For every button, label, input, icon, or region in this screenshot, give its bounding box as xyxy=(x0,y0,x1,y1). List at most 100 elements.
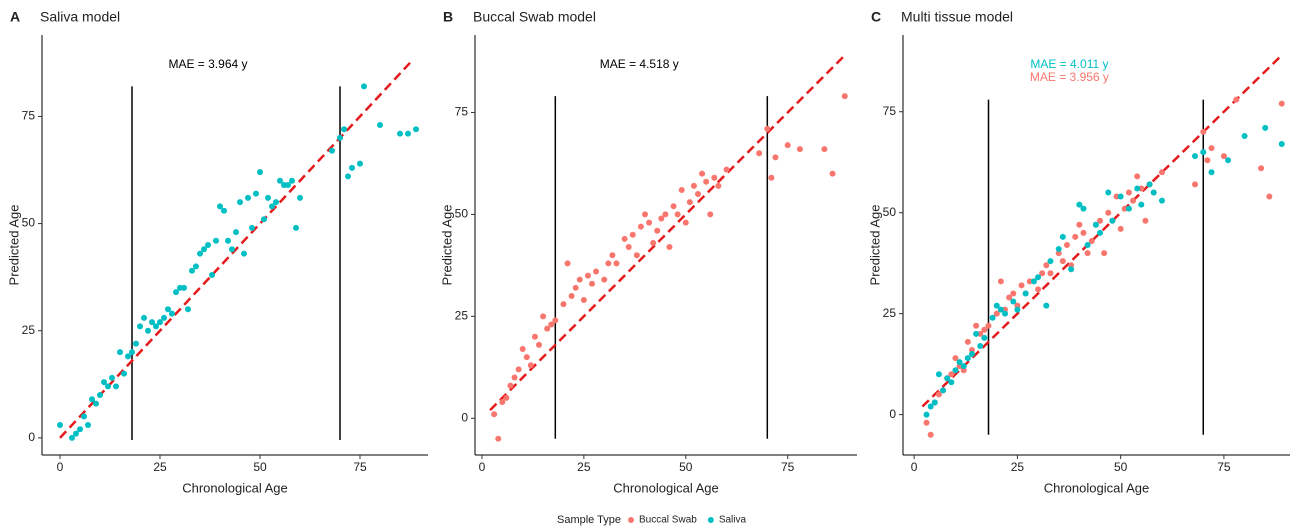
y-tick-label: 75 xyxy=(455,105,469,119)
point xyxy=(1113,193,1120,200)
point xyxy=(940,387,947,394)
point xyxy=(1043,262,1050,269)
point xyxy=(695,191,702,198)
y-tick-label: 25 xyxy=(883,306,897,320)
point xyxy=(217,203,223,210)
point xyxy=(193,263,199,270)
point xyxy=(81,413,87,420)
point xyxy=(1068,266,1075,273)
point xyxy=(1220,153,1227,160)
x-tick-label: 0 xyxy=(911,460,918,474)
point xyxy=(625,244,632,251)
point xyxy=(1105,189,1112,196)
point xyxy=(662,211,669,218)
point xyxy=(229,246,235,253)
point xyxy=(241,250,247,257)
point xyxy=(507,382,514,389)
point xyxy=(85,422,91,428)
point xyxy=(221,207,227,214)
point xyxy=(145,327,151,334)
point xyxy=(670,203,677,210)
point xyxy=(552,317,559,324)
point xyxy=(1125,205,1132,212)
point xyxy=(345,173,351,180)
panel-letter: B xyxy=(443,9,453,25)
point xyxy=(197,250,203,257)
point xyxy=(109,374,115,381)
identity-line xyxy=(489,54,846,412)
x-tick-label: 75 xyxy=(781,460,795,474)
point xyxy=(637,223,644,230)
point xyxy=(564,260,571,267)
y-tick-label: 50 xyxy=(883,205,897,219)
point xyxy=(764,125,771,132)
point xyxy=(572,284,579,291)
point xyxy=(756,150,763,157)
point xyxy=(157,319,163,326)
point xyxy=(931,399,938,406)
point xyxy=(125,353,131,360)
point xyxy=(337,134,343,141)
point xyxy=(149,319,155,326)
point xyxy=(923,411,930,418)
point xyxy=(593,268,600,275)
point xyxy=(1080,205,1087,212)
point xyxy=(1134,185,1141,192)
point xyxy=(580,297,587,304)
point xyxy=(97,392,103,398)
panel-title: Saliva model xyxy=(40,9,120,25)
point xyxy=(784,142,791,149)
point xyxy=(548,321,555,328)
point xyxy=(397,130,403,137)
point xyxy=(527,362,534,369)
point xyxy=(105,383,111,390)
point xyxy=(621,235,628,242)
point xyxy=(686,199,693,206)
point xyxy=(841,93,848,100)
point xyxy=(584,272,591,279)
point xyxy=(1014,306,1021,313)
point xyxy=(1006,294,1013,301)
point xyxy=(1146,181,1153,188)
point xyxy=(185,306,191,313)
point xyxy=(1039,270,1046,277)
point xyxy=(927,403,934,410)
point xyxy=(536,341,543,348)
panel-title: Multi tissue model xyxy=(901,9,1013,25)
x-tick-label: 50 xyxy=(253,460,267,474)
x-tick-label: 75 xyxy=(353,460,367,474)
point xyxy=(1125,189,1132,196)
point xyxy=(1002,310,1009,317)
point xyxy=(560,301,567,308)
point xyxy=(1142,217,1149,224)
point xyxy=(944,375,951,382)
point xyxy=(935,391,942,398)
point xyxy=(964,338,971,345)
point xyxy=(1035,286,1042,293)
point xyxy=(1208,169,1215,176)
point xyxy=(956,359,963,366)
point xyxy=(642,211,649,218)
x-tick-label: 50 xyxy=(1114,460,1128,474)
point xyxy=(519,345,526,352)
point xyxy=(1010,290,1017,297)
point xyxy=(674,211,681,218)
legend-label: Saliva xyxy=(719,515,747,526)
point xyxy=(1105,209,1112,216)
point xyxy=(503,394,510,401)
point xyxy=(772,154,779,161)
point xyxy=(997,278,1004,285)
point xyxy=(121,370,127,377)
point xyxy=(796,146,803,153)
y-axis-label: Predicted Age xyxy=(867,205,882,286)
point xyxy=(544,325,551,332)
point xyxy=(1059,233,1066,240)
point xyxy=(989,314,996,321)
point xyxy=(181,284,187,291)
y-tick-label: 0 xyxy=(28,430,35,444)
point xyxy=(201,246,207,253)
point xyxy=(297,194,303,201)
y-tick-label: 50 xyxy=(455,207,469,221)
point xyxy=(981,326,988,333)
point xyxy=(1117,225,1124,232)
